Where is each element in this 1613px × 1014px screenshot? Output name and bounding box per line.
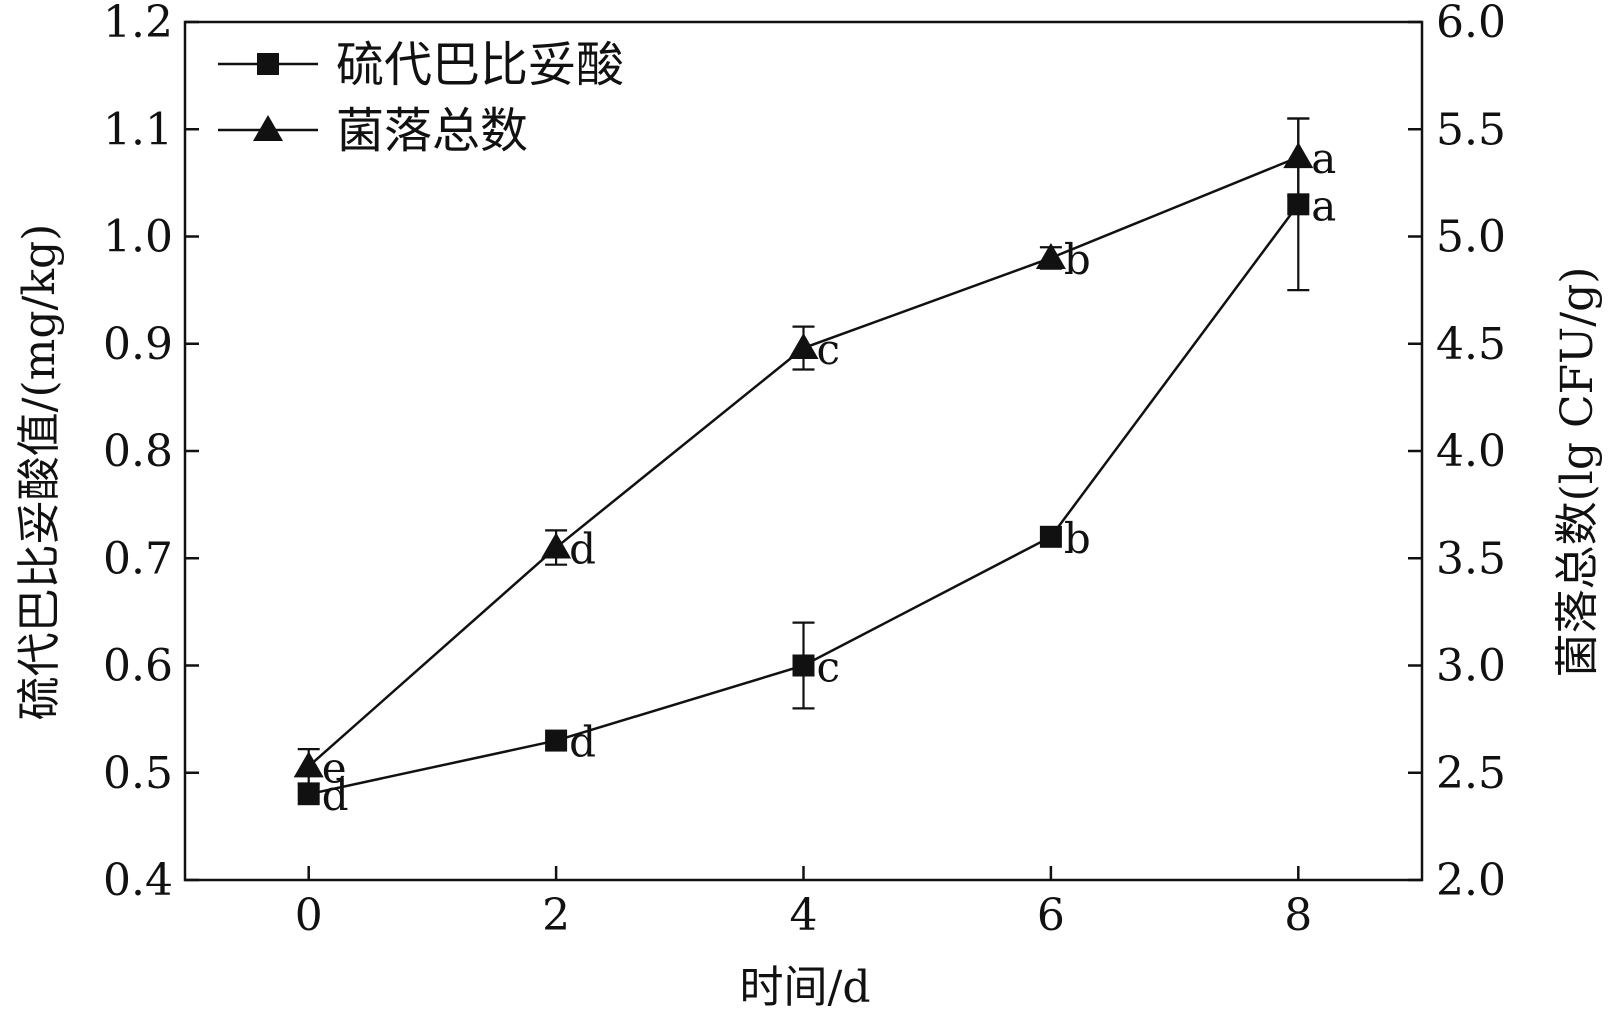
legend-marker-square [257,53,279,75]
x-axis-ticks: 0 2 4 6 8 [295,866,1312,941]
legend-label: 硫代巴比妥酸 [336,37,624,93]
right-tick-label: 6.0 [1436,0,1506,48]
significance-label: a [1311,134,1336,183]
data-point-square [1287,193,1310,216]
left-axis-ticks: 0.4 0.5 0.6 0.7 0.8 0.9 1.0 1.1 1.2 [103,0,199,906]
data-point-square [792,654,815,677]
right-axis-title: 菌落总数(lg CFU/g) [1552,267,1603,678]
data-point-square [297,783,320,806]
data-point-triangle [1035,242,1066,269]
left-tick-label: 1.0 [103,212,173,263]
series-colony: e d c b a [293,117,1336,792]
x-tick-label: 2 [542,890,570,941]
left-tick-label: 0.6 [103,641,173,692]
left-tick-label: 0.9 [103,319,173,370]
left-tick-label: 0.5 [103,748,173,799]
data-point-square [545,729,568,752]
significance-label: c [817,643,841,692]
left-tick-label: 0.8 [103,426,173,477]
right-tick-label: 2.5 [1436,748,1506,799]
legend-label: 菌落总数 [336,103,528,159]
data-point-triangle [293,751,324,778]
significance-label: d [569,718,596,767]
data-point-triangle [541,532,572,559]
series-tba: d d c b a [297,117,1336,820]
x-tick-label: 0 [295,890,323,941]
left-tick-label: 0.7 [103,533,173,584]
right-axis-ticks: 2.0 2.5 3.0 3.5 4.0 4.5 5.0 5.5 6.0 [1408,0,1506,906]
left-tick-label: 1.1 [103,104,173,155]
x-tick-label: 4 [790,890,818,941]
right-tick-label: 4.0 [1436,426,1506,477]
data-point-triangle [1283,142,1314,169]
left-tick-label: 0.4 [103,855,173,906]
right-tick-label: 2.0 [1436,855,1506,906]
left-axis-title: 硫代巴比妥酸值/(mg/kg) [14,224,65,721]
x-tick-label: 6 [1037,890,1065,941]
data-point-square [1039,525,1062,548]
x-axis-title: 时间/d [740,962,871,1013]
legend-marker-triangle [253,115,283,141]
significance-label: b [1064,235,1091,284]
left-tick-label: 1.2 [103,0,173,48]
x-tick-label: 8 [1284,890,1312,941]
right-tick-label: 3.5 [1436,533,1506,584]
right-tick-label: 5.0 [1436,212,1506,263]
significance-label: b [1064,514,1091,563]
right-tick-label: 3.0 [1436,641,1506,692]
right-tick-label: 5.5 [1436,104,1506,155]
significance-label: d [569,525,596,574]
right-tick-label: 4.5 [1436,319,1506,370]
significance-label: c [817,325,841,374]
data-point-triangle [788,333,819,360]
significance-label: a [1311,181,1336,230]
significance-label: e [322,743,347,792]
significance-label: d [322,771,349,820]
